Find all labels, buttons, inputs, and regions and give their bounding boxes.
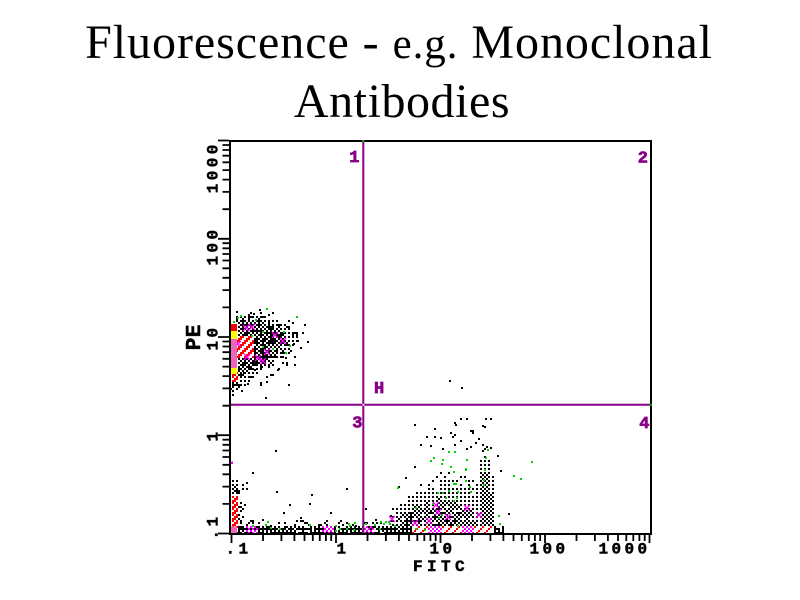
svg-text:100: 100 bbox=[205, 226, 223, 265]
svg-text:FITC: FITC bbox=[413, 558, 469, 576]
svg-text:1: 1 bbox=[349, 149, 359, 168]
svg-text:1000: 1000 bbox=[598, 541, 650, 559]
svg-text:1: 1 bbox=[205, 428, 223, 441]
svg-text:H: H bbox=[374, 380, 384, 399]
svg-text:100: 100 bbox=[529, 541, 568, 559]
svg-text:2: 2 bbox=[638, 150, 648, 169]
svg-text:10: 10 bbox=[205, 324, 223, 350]
svg-text:Antibodies: Antibodies bbox=[294, 75, 510, 128]
svg-text:.1: .1 bbox=[205, 513, 223, 539]
svg-text:Fluorescence - e.g. Monoclonal: Fluorescence - e.g. Monoclonal bbox=[85, 16, 713, 69]
svg-text:PE: PE bbox=[184, 324, 207, 350]
svg-text:3: 3 bbox=[352, 415, 362, 434]
svg-text:.1: .1 bbox=[225, 541, 251, 559]
svg-text:4: 4 bbox=[639, 415, 649, 434]
svg-text:1: 1 bbox=[336, 541, 349, 559]
svg-text:10: 10 bbox=[429, 541, 455, 559]
svg-text:1000: 1000 bbox=[205, 141, 223, 193]
